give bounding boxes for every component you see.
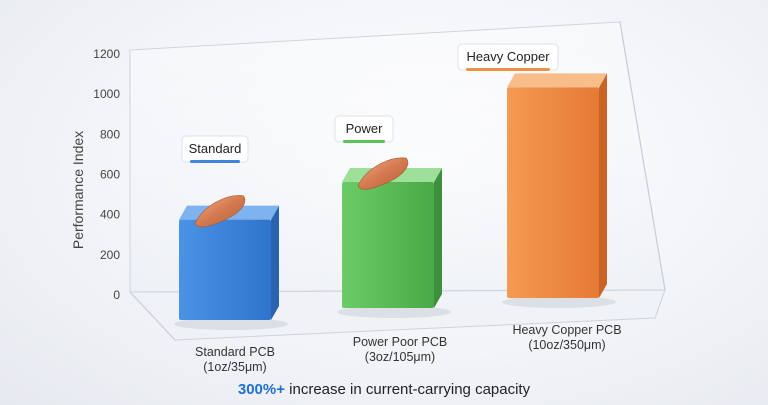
bar-front xyxy=(179,219,271,320)
copper-foil-icon xyxy=(357,157,409,190)
y-tick-label: 0 xyxy=(113,288,120,302)
category-sublabel: (3oz/105μm) xyxy=(365,350,435,364)
y-tick-label: 1000 xyxy=(93,87,120,101)
footnote-text: increase in current-carrying capacity xyxy=(285,381,531,398)
y-tick-label: 400 xyxy=(100,208,120,222)
bar-shadow xyxy=(336,306,452,318)
y-tick-label: 600 xyxy=(100,168,120,182)
category-label: Heavy Copper PCB xyxy=(512,323,621,337)
badge: Heavy Copper xyxy=(457,43,559,71)
badge-label: Power xyxy=(346,121,384,136)
footnote: 300%+ increase in current-carrying capac… xyxy=(0,381,768,398)
bar-front xyxy=(342,182,434,308)
y-tick-label: 200 xyxy=(100,248,120,262)
footnote-highlight: 300%+ xyxy=(237,381,285,398)
y-tick-label: 800 xyxy=(100,127,120,141)
bar-top xyxy=(507,73,607,88)
bar xyxy=(501,73,617,308)
bar-shadow xyxy=(501,296,617,308)
badges: Standard Power Heavy Copper xyxy=(181,43,559,163)
bar-side xyxy=(271,205,279,320)
badge-label: Heavy Copper xyxy=(466,49,550,64)
category-labels: Standard PCB(1oz/35μm) Power Poor PCB(3oz… xyxy=(195,323,622,374)
badge-label: Standard xyxy=(189,141,242,156)
y-tick-label: 1200 xyxy=(93,47,120,61)
category-label: Power Poor PCB xyxy=(353,335,447,349)
bar-side xyxy=(434,168,442,308)
badge: Power xyxy=(334,115,394,143)
badge: Standard xyxy=(181,135,249,163)
copper-foil-icon xyxy=(194,195,246,228)
badge-underline xyxy=(343,140,385,143)
category-sublabel: (1oz/35μm) xyxy=(203,360,266,374)
category-label: Standard PCB xyxy=(195,345,275,359)
bar-side xyxy=(599,73,607,299)
bar xyxy=(336,157,452,318)
bars xyxy=(173,73,617,330)
bar-front xyxy=(507,87,599,299)
y-axis: 0 200 400 600 800 1000 1200 xyxy=(93,47,120,302)
category-sublabel: (10oz/350μm) xyxy=(528,338,605,352)
badge-underline xyxy=(190,160,240,163)
bar xyxy=(173,195,289,330)
bar-shadow xyxy=(173,318,289,330)
y-axis-label: Performance Index xyxy=(70,131,86,249)
badge-underline xyxy=(466,68,550,71)
